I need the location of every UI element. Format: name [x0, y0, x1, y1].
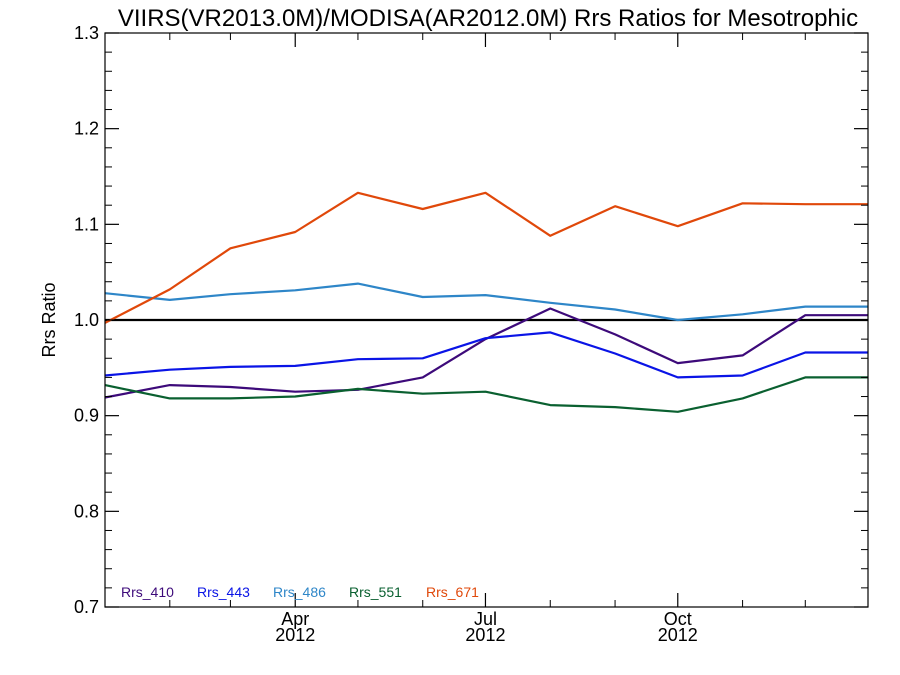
- y-tick-label: 0.7: [74, 597, 99, 617]
- series-line-rrs-551: [104, 376, 868, 413]
- y-tick-label: 1.2: [74, 119, 99, 139]
- x-tick-label-year: 2012: [275, 625, 315, 645]
- legend-entry: Rrs_486: [273, 584, 326, 600]
- x-tick-label-month: Apr: [281, 609, 309, 629]
- y-tick-label: 0.9: [74, 406, 99, 426]
- y-tick-label: 1.3: [74, 23, 99, 43]
- series-line-rrs-443: [104, 331, 868, 379]
- chart-title: VIIRS(VR2013.0M)/MODISA(AR2012.0M) Rrs R…: [118, 5, 858, 32]
- legend: Rrs_410 Rrs_443 Rrs_486 Rrs_551 Rrs_671: [121, 584, 479, 600]
- x-tick-label-month: Oct: [664, 609, 692, 629]
- y-tick-labels: 0.7 0.8 0.9 1.0 1.1 1.2 1.3: [74, 23, 99, 617]
- x-tick-label-month: Jul: [474, 609, 497, 629]
- legend-entry: Rrs_551: [349, 584, 402, 600]
- y-axis-label: Rrs Ratio: [39, 282, 59, 357]
- legend-entry: Rrs_443: [197, 584, 250, 600]
- series-line-rrs-410: [104, 307, 868, 399]
- y-tick-label: 0.8: [74, 501, 99, 521]
- series-line-rrs-486: [104, 282, 868, 322]
- series-line-rrs-671: [104, 191, 868, 324]
- x-tick-label-year: 2012: [658, 625, 698, 645]
- y-tick-label: 1.1: [74, 214, 99, 234]
- y-tick-label: 1.0: [74, 310, 99, 330]
- series-layer: [104, 191, 868, 413]
- x-tick-label-year: 2012: [465, 625, 505, 645]
- legend-entry: Rrs_671: [426, 584, 479, 600]
- legend-entry: Rrs_410: [121, 584, 174, 600]
- ticks-layer: [105, 32, 868, 608]
